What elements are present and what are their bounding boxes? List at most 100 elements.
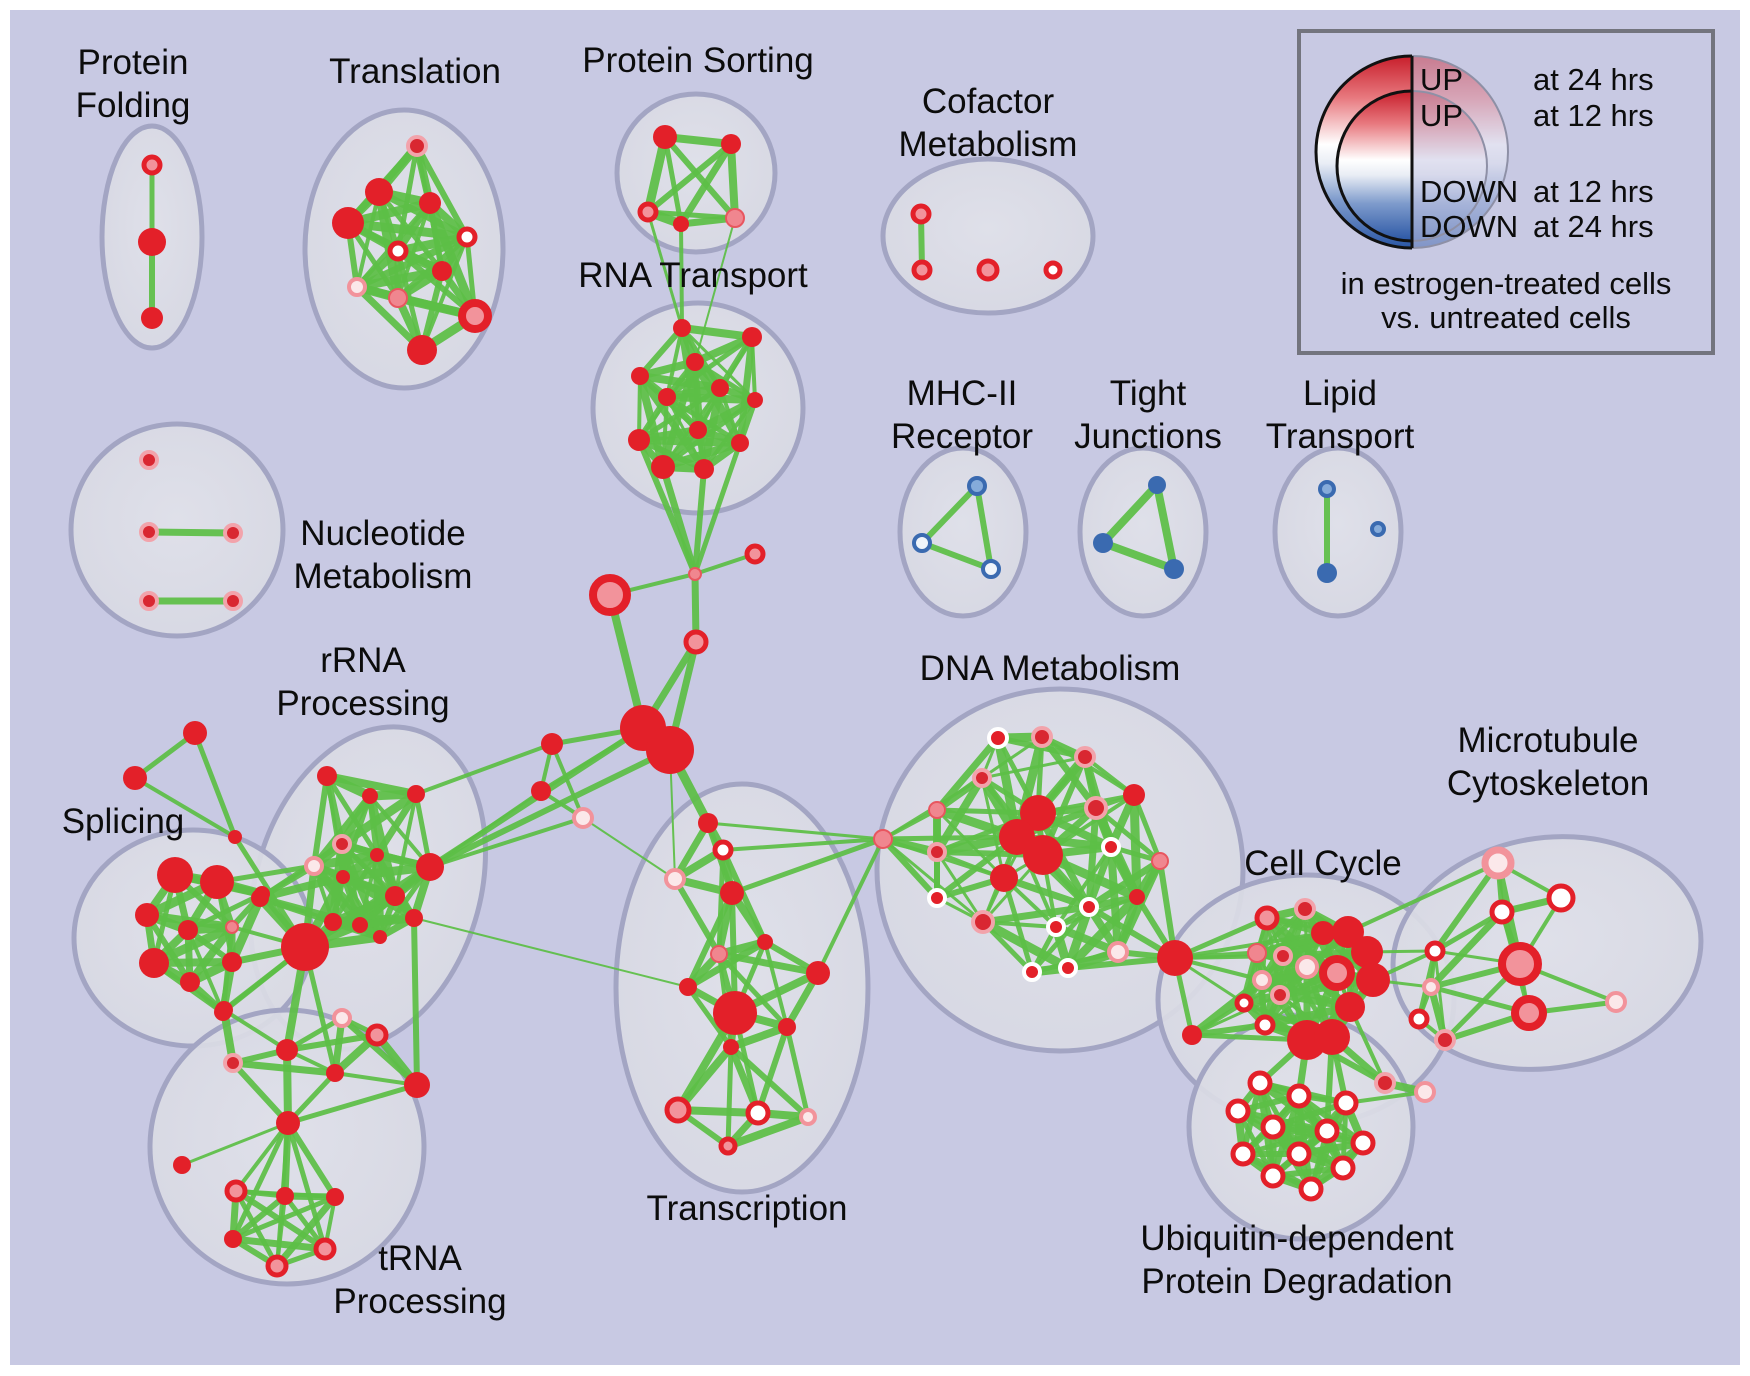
network-node-red [1311, 921, 1335, 945]
network-node-prd [223, 591, 243, 611]
network-node-red [1356, 963, 1390, 997]
network-node-ppr [1107, 941, 1129, 963]
network-node-red [721, 134, 741, 154]
network-edge [132, 730, 198, 781]
network-edge [981, 920, 1058, 929]
network-edge [724, 1113, 812, 1150]
network-node-prd [972, 768, 992, 788]
network-node-ppr [664, 868, 686, 890]
network-edge [736, 333, 756, 447]
network-node-ppr [1422, 978, 1440, 996]
network-edge [234, 1121, 290, 1193]
network-edge [1085, 843, 1115, 911]
network-node-prd [139, 522, 159, 542]
network-node-rp [718, 1136, 738, 1156]
legend: UP at 24 hrs UP at 12 hrs DOWN at 12 hrs DOWN a… [1297, 29, 1715, 355]
network-node-red [778, 1018, 796, 1036]
network-edge [677, 140, 735, 228]
network-node-prd [1270, 985, 1290, 1005]
network-node-red [1020, 795, 1056, 831]
cluster-rna-transport-label: RNA Transport [578, 256, 808, 295]
network-edge [1240, 1128, 1330, 1157]
network-node-wr [1350, 1130, 1376, 1156]
network-edge [685, 890, 735, 990]
network-edge [285, 1082, 420, 1126]
network-node-prd [971, 910, 995, 934]
network-node-red [416, 853, 444, 881]
network-node-red [332, 207, 364, 239]
legend-row-1-direction: UP [1420, 98, 1463, 133]
network-node-red [138, 228, 166, 256]
network-edge [353, 283, 426, 354]
cluster-translation-label: Translation [329, 52, 501, 91]
network-edge [727, 1023, 791, 1051]
network-node-rwr [927, 888, 947, 908]
network-edge [725, 1044, 734, 1149]
cluster-cofactor-metabolism-ellipse [880, 156, 1096, 316]
cluster-protein-folding-label: Protein [78, 43, 189, 82]
network-node-red [157, 857, 193, 893]
network-edge [880, 836, 940, 901]
network-node-prd [1031, 726, 1053, 748]
network-node-wr [1546, 883, 1576, 913]
network-node-red [326, 1064, 344, 1082]
network-edge [1052, 923, 1122, 956]
network-node-pk [725, 208, 745, 228]
legend-outer-right-arc [1411, 55, 1509, 249]
network-node-rp [976, 258, 1000, 282]
network-node-rp [1511, 995, 1547, 1031]
network-node-rp [224, 1179, 248, 1203]
network-edge [727, 140, 739, 222]
network-node-red [200, 865, 234, 899]
network-edge [935, 850, 985, 924]
network-edge [230, 1060, 291, 1126]
network-edge [978, 917, 1073, 973]
cluster-trna-processing-label: Processing [333, 1282, 506, 1321]
network-edge [373, 790, 420, 859]
cluster-microtubule-cytoskeleton-label: Microtubule [1458, 721, 1639, 760]
network-node-wr [1314, 1118, 1340, 1144]
network-edge [645, 141, 734, 215]
network-node-red [173, 1156, 191, 1174]
cluster-ubiquitin-degradation-label: Ubiquitin-dependent [1140, 1219, 1454, 1258]
legend-outer-left-arc [1314, 54, 1413, 250]
network-node-red [222, 952, 242, 972]
network-node-red [228, 830, 242, 844]
network-edge [1085, 804, 1100, 911]
cluster-dna-metabolism-label: DNA Metabolism [920, 649, 1181, 688]
cluster-mhc-ii-receptor-ellipse [897, 445, 1029, 619]
network-edge [230, 1194, 338, 1242]
network-node-prd [139, 591, 159, 611]
cluster-tight-junctions-ellipse [1077, 445, 1209, 619]
network-node-red [123, 766, 147, 790]
network-node-rp [910, 203, 932, 225]
network-node-red [720, 881, 744, 905]
network-node-red [326, 1188, 344, 1206]
network-node-wr [1333, 1090, 1359, 1116]
network-node-red [404, 1072, 430, 1098]
network-node-rwr [987, 727, 1009, 749]
network-edge [636, 372, 724, 392]
network-node-red [1314, 1019, 1350, 1055]
network-edge [637, 325, 685, 379]
network-edge [881, 837, 985, 924]
network-node-pk [710, 945, 728, 963]
network-edge [185, 891, 265, 933]
network-edge [694, 217, 736, 363]
network-edge [285, 1120, 328, 1252]
network-node-bl [1093, 533, 1113, 553]
network-node-rp [1498, 942, 1542, 986]
network-edge [692, 440, 743, 577]
network-node-red [276, 1111, 300, 1135]
network-edge [679, 222, 684, 330]
network-edge [333, 1071, 419, 1087]
network-edge [428, 816, 585, 869]
network-node-rp [664, 1096, 692, 1124]
network-edge [550, 742, 585, 820]
network-node-prd [1273, 946, 1293, 966]
network-node-rp [744, 543, 766, 565]
network-edge [974, 483, 994, 572]
network-node-red [1129, 889, 1145, 905]
cluster-cofactor-metabolism-label: Metabolism [899, 125, 1078, 164]
network-node-red [365, 178, 393, 206]
